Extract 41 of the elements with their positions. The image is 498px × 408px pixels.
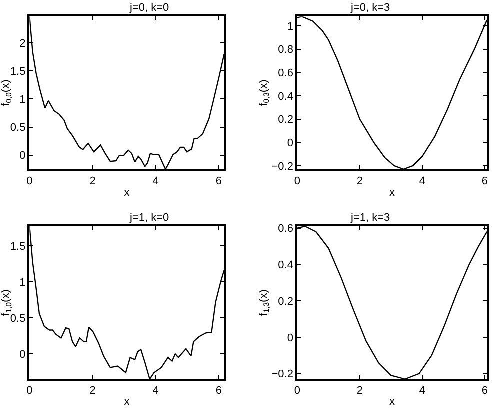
x-tick-label: 6 bbox=[216, 385, 222, 398]
y-tick-label: 0.4 bbox=[278, 260, 294, 272]
x-axis-title: x bbox=[124, 187, 130, 200]
y-tick-label: 1.5 bbox=[10, 66, 26, 78]
y-tick-label: 0.6 bbox=[278, 223, 294, 236]
x-axis-title: x bbox=[390, 187, 396, 200]
x-tick-label: 4 bbox=[419, 385, 426, 398]
x-axis-title: x bbox=[390, 396, 396, 408]
x-tick-label: 4 bbox=[152, 385, 159, 398]
y-tick-label: 1.5 bbox=[10, 240, 26, 253]
x-axis-title: x bbox=[124, 396, 130, 408]
x-tick-label: 6 bbox=[216, 175, 222, 188]
y-tick-label: −0.2 bbox=[272, 368, 294, 381]
y-tick-label: 0 bbox=[287, 137, 294, 150]
x-tick-label: 6 bbox=[482, 385, 488, 398]
y-tick-label: 1 bbox=[20, 276, 26, 289]
y-tick-label: 2 bbox=[20, 38, 26, 50]
x-tick-label: 2 bbox=[356, 175, 363, 188]
y-tick-label: 1 bbox=[20, 94, 26, 106]
y-tick-label: 0.2 bbox=[278, 114, 294, 126]
y-tick-label: 0.6 bbox=[278, 67, 294, 80]
x-tick-label: 2 bbox=[356, 385, 363, 398]
y-tick-label: 0.8 bbox=[278, 44, 294, 56]
chart-title: j=0, k=0 bbox=[129, 2, 170, 14]
y-tick-label: 0 bbox=[287, 332, 294, 344]
y-tick-label: 0.4 bbox=[278, 90, 294, 103]
y-tick-label: 0 bbox=[20, 150, 26, 162]
y-tick-label: 0.5 bbox=[10, 312, 26, 325]
chart-title: j=0, k=3 bbox=[350, 2, 390, 14]
x-tick-label: 4 bbox=[152, 175, 159, 188]
x-tick-label: 6 bbox=[482, 175, 488, 188]
x-tick-label: 2 bbox=[90, 175, 96, 188]
chart-title: j=1, k=3 bbox=[350, 212, 390, 224]
y-tick-label: 0.2 bbox=[278, 296, 294, 308]
y-tick-label: −0.2 bbox=[272, 160, 294, 173]
x-tick-label: 4 bbox=[419, 175, 426, 188]
y-tick-label: 1 bbox=[287, 20, 294, 33]
y-tick-label: 0.5 bbox=[10, 122, 26, 134]
chart-title: j=1, k=0 bbox=[129, 212, 170, 224]
y-tick-label: 0 bbox=[20, 348, 26, 361]
x-tick-label: 2 bbox=[90, 385, 96, 398]
